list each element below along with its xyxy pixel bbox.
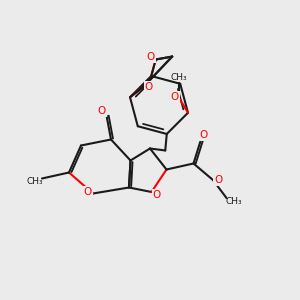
Text: O: O	[146, 52, 154, 62]
Text: O: O	[170, 92, 178, 102]
Text: CH₃: CH₃	[171, 73, 187, 82]
Text: O: O	[145, 82, 153, 92]
Text: O: O	[200, 130, 208, 140]
Text: O: O	[98, 106, 106, 116]
Text: O: O	[153, 190, 161, 200]
Text: CH₃: CH₃	[26, 177, 43, 186]
Text: O: O	[83, 187, 92, 197]
Text: O: O	[214, 175, 223, 185]
Text: CH₃: CH₃	[226, 196, 242, 206]
